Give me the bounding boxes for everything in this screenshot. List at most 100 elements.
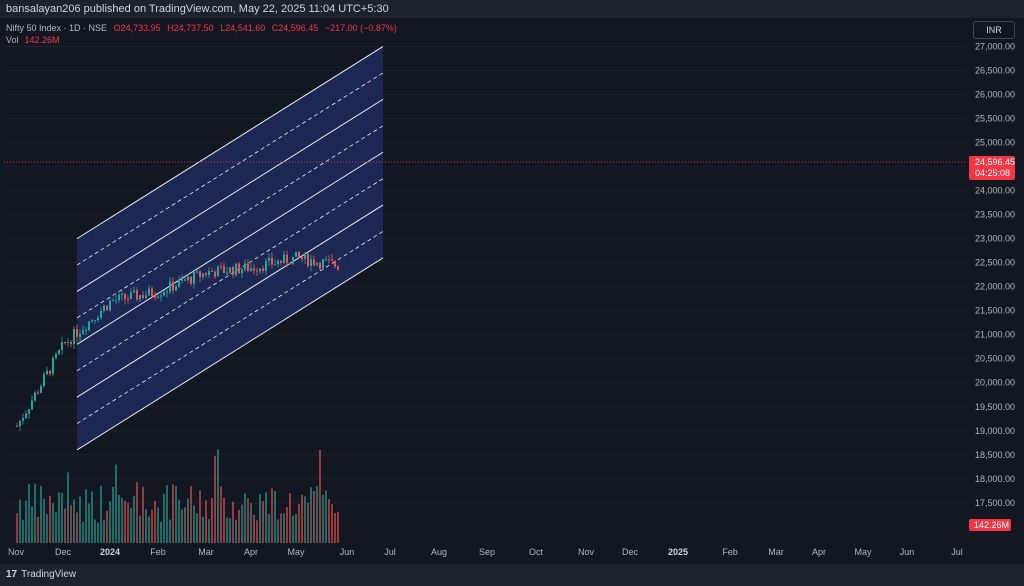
candle-body: [169, 281, 171, 292]
volume-bar: [127, 502, 129, 543]
published-text: bansalayan206 published on TradingView.c…: [6, 3, 389, 15]
candle-body: [82, 330, 84, 334]
time-tick-label: 2025: [668, 547, 688, 557]
volume-bar: [301, 494, 303, 543]
symbol-label: Nifty 50 Index · 1D · NSE: [6, 23, 108, 33]
volume-bar: [271, 488, 273, 543]
price-tick-label: 26,000.00: [975, 90, 1015, 100]
price-tick-label: 20,000.00: [975, 378, 1015, 388]
time-tick-label: 2024: [100, 547, 120, 557]
candle-body: [214, 271, 216, 277]
candle-body: [199, 271, 201, 277]
volume-bar: [22, 519, 24, 543]
candle-body: [193, 272, 195, 284]
candle-body: [211, 270, 213, 272]
candle-body: [139, 295, 141, 300]
candle-body: [247, 263, 249, 271]
candle-body: [295, 251, 297, 257]
volume-bar: [163, 493, 165, 543]
time-tick-label: Mar: [198, 547, 214, 557]
candle-body: [190, 276, 192, 284]
volume-bar: [154, 500, 156, 543]
candle-body: [253, 268, 255, 271]
candle-body: [112, 300, 114, 302]
volume-bar: [28, 484, 30, 543]
candle-body: [43, 374, 45, 387]
candle-body: [337, 266, 339, 270]
candle-body: [244, 263, 246, 270]
candle-body: [133, 290, 135, 293]
volume-bar: [70, 505, 72, 543]
volume-badge: [969, 519, 1011, 531]
volume-bar: [277, 519, 279, 543]
volume-bar: [25, 500, 27, 543]
time-tick-label: Dec: [55, 547, 72, 557]
volume-bar: [250, 503, 252, 543]
volume-bar: [244, 493, 246, 543]
volume-bar: [295, 513, 297, 543]
volume-bar: [130, 508, 132, 543]
candle-body: [103, 305, 105, 311]
candle-body: [328, 259, 330, 261]
time-tick-label: Apr: [812, 547, 826, 557]
volume-bar: [298, 504, 300, 543]
candle-body: [196, 271, 198, 273]
candle-body: [37, 392, 39, 394]
volume-bar: [259, 494, 261, 543]
candle-body: [310, 259, 312, 266]
candle-body: [232, 267, 234, 276]
price-tick-label: 22,500.00: [975, 258, 1015, 268]
price-tick-label: 27,000.00: [975, 42, 1015, 52]
volume-bar: [286, 507, 288, 543]
candle-body: [34, 392, 36, 401]
volume-bar: [34, 483, 36, 543]
candle-body: [256, 270, 258, 272]
currency-button[interactable]: INR: [973, 21, 1015, 39]
volume-bar: [61, 493, 63, 543]
countdown-label: 04:25:08: [975, 168, 1010, 178]
price-tick-label: 18,000.00: [975, 474, 1015, 484]
channel-line: [76, 151, 384, 345]
candle-body: [238, 263, 240, 274]
candle-body: [79, 333, 81, 338]
candle-body: [16, 425, 18, 427]
candle-body: [46, 370, 48, 375]
volume-bar: [235, 519, 237, 543]
volume-bar: [76, 512, 78, 543]
time-tick-label: Nov: [578, 547, 595, 557]
price-tick-label: 21,500.00: [975, 306, 1015, 316]
time-tick-label: Sep: [479, 547, 495, 557]
candle-body: [262, 268, 264, 271]
volume-bar: [274, 491, 276, 543]
candle-body: [67, 341, 69, 343]
candle-body: [223, 266, 225, 273]
candle-body: [163, 292, 165, 296]
time-tick-label: Jun: [340, 547, 355, 557]
candle-body: [166, 291, 168, 293]
candle-body: [49, 370, 51, 374]
volume-bar: [196, 513, 198, 543]
volume-badge-label: 142.26M: [974, 520, 1009, 530]
channel-line: [76, 204, 384, 398]
channel-dashed-line: [76, 72, 384, 266]
candle-body: [250, 268, 252, 271]
time-tick-label: Jun: [900, 547, 915, 557]
price-tick-label: 21,000.00: [975, 330, 1015, 340]
tradingview-logo[interactable]: 17 TradingView: [6, 569, 76, 580]
volume-bar: [46, 514, 48, 543]
volume-legend: Vol 142.26M: [6, 35, 60, 45]
volume-bar: [124, 500, 126, 543]
candle-body: [127, 299, 129, 301]
candle-body: [301, 256, 303, 259]
candle-body: [292, 256, 294, 265]
volume-bar: [325, 490, 327, 543]
candle-body: [259, 268, 261, 272]
volume-bar: [247, 498, 249, 543]
candle-body: [154, 295, 156, 298]
volume-bar: [322, 494, 324, 543]
candle-body: [187, 276, 189, 281]
volume-bar: [331, 504, 333, 543]
candle-body: [73, 328, 75, 345]
candle-body: [148, 288, 150, 296]
